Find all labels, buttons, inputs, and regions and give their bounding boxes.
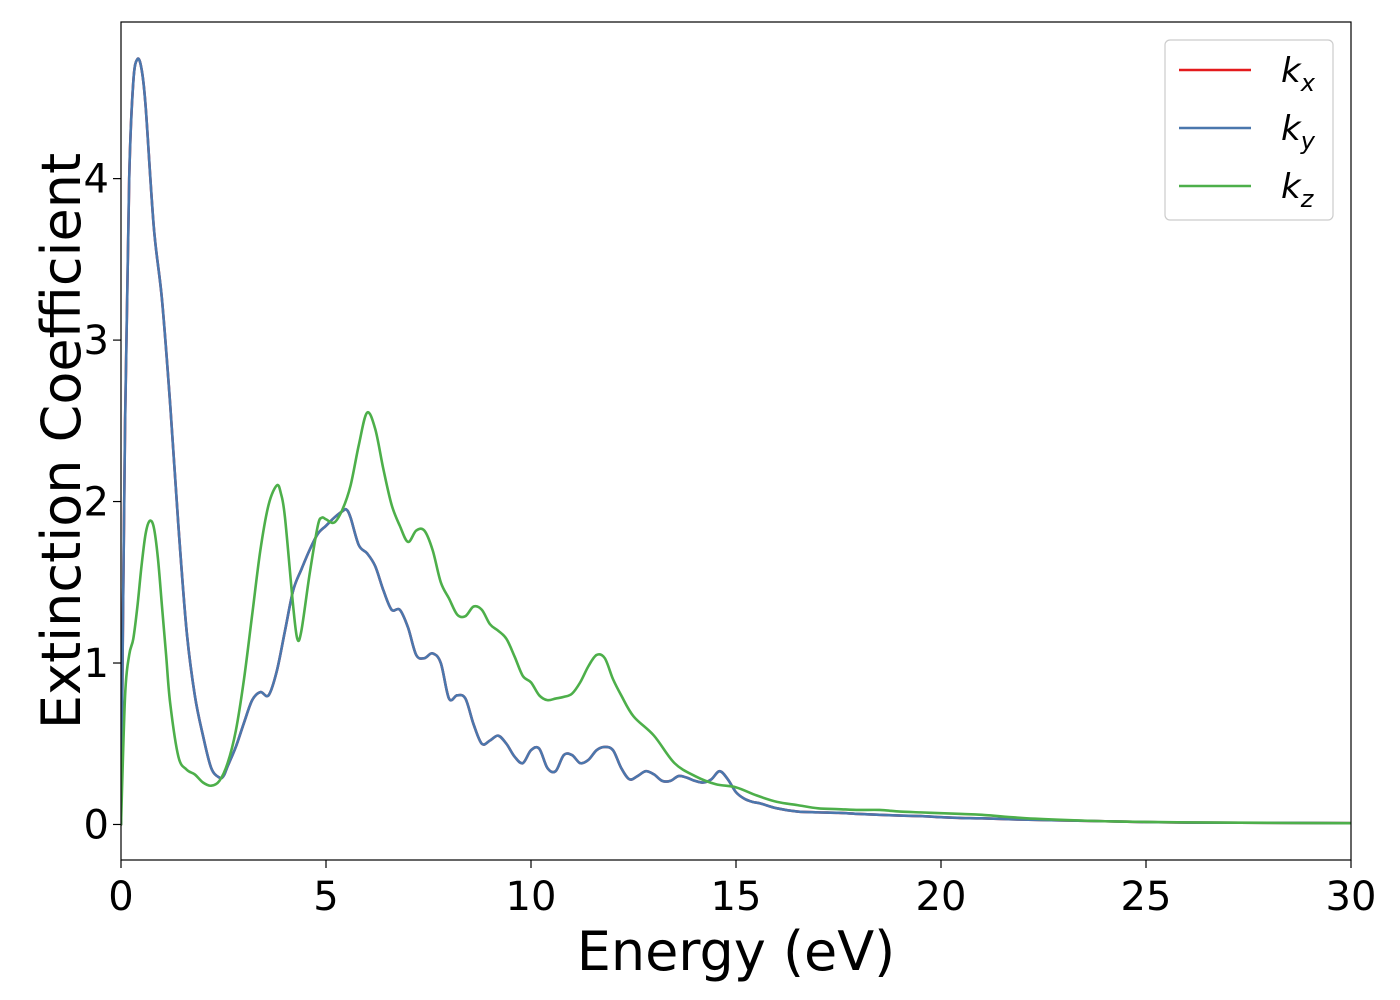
y-axis-label: Extinction Coefficient [30, 153, 93, 729]
legend: kx ky kz [1164, 39, 1334, 221]
x-axis-label: Energy (eV) [577, 920, 896, 983]
x-tick-label: 10 [506, 874, 557, 920]
y-tick-label: 0 [84, 802, 109, 848]
x-tick-label: 15 [711, 874, 762, 920]
y-tick-label: 4 [84, 157, 109, 203]
legend-box [1164, 39, 1334, 221]
legend-label-kx: kx [1281, 51, 1316, 97]
x-tick-label: 30 [1326, 874, 1377, 920]
legend-label-kz: kz [1281, 167, 1315, 213]
series-layer [121, 57, 1351, 826]
series-line-ky [121, 57, 1351, 826]
x-tick-label: 25 [1121, 874, 1172, 920]
x-tick-label: 20 [916, 874, 967, 920]
y-tick-label: 2 [84, 480, 109, 526]
y-tick-label: 1 [84, 641, 109, 687]
tick-layer: 0 5 10 15 20 25 30 0 1 2 3 4 [84, 157, 1377, 920]
series-line-kz [121, 410, 1351, 826]
y-tick-label: 3 [84, 318, 109, 364]
x-tick-label: 5 [313, 874, 338, 920]
legend-label-ky: ky [1281, 109, 1316, 155]
x-tick-label: 0 [108, 874, 133, 920]
